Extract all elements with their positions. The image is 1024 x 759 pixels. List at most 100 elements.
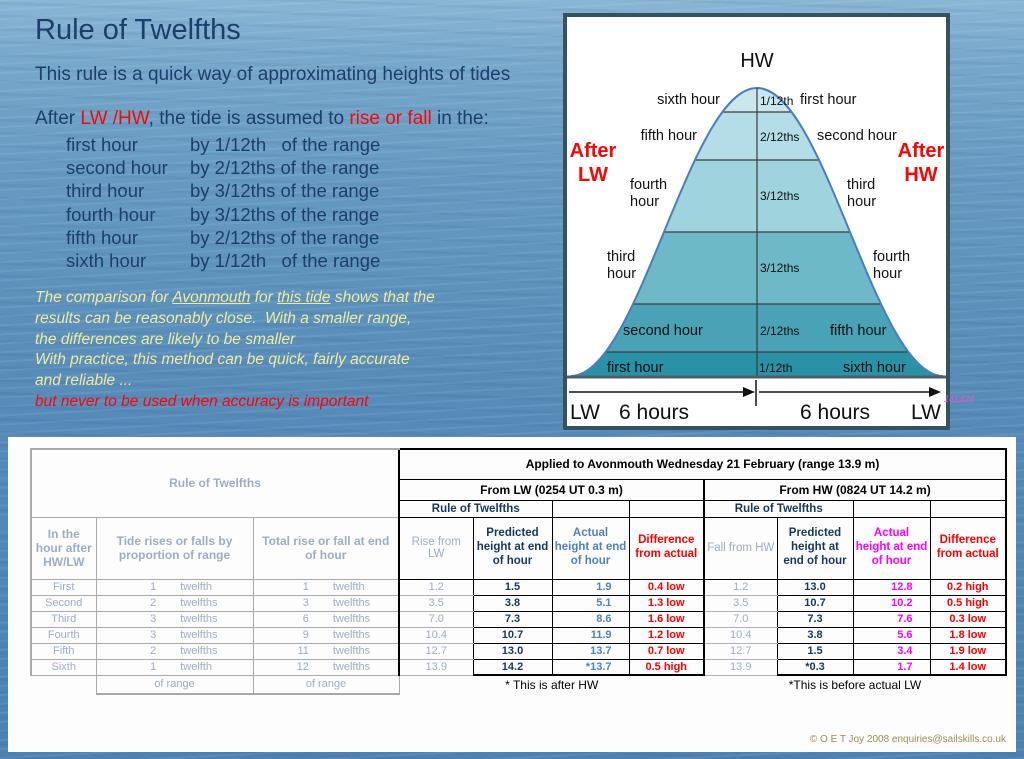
note-paragraph: The comparison for Avonmouth for this ti…: [35, 288, 435, 392]
hw-label: HW: [740, 50, 774, 72]
band-right-label: sixth hour: [843, 360, 906, 376]
col-header-rise-from-lw: Rise from LW: [398, 516, 474, 580]
hour-row: sixth hour by 1/12th of the range: [66, 249, 380, 272]
band-right-label: first hour: [800, 92, 857, 108]
cell-total: 3 twelfths: [252, 594, 400, 612]
intro-pre: After: [35, 108, 81, 129]
cell-actual-lw: 5.1: [551, 594, 630, 612]
axis-arrowhead-right: [929, 387, 941, 397]
prop-number: 1: [150, 581, 157, 593]
hour-row: fifth hour by 2/12ths of the range: [66, 226, 380, 249]
cell-predicted-lw: 7.3: [472, 610, 553, 628]
table-row: First 1 twelfth 1 twelfth 1.2 1.5 1.9 0.4 …: [30, 578, 1007, 596]
cell-actual-lw: 11.9: [551, 626, 630, 644]
band-fraction-label: 3/12ths: [760, 189, 800, 203]
from-hw-header: From HW (0824 UT 14.2 m): [703, 478, 1007, 501]
cell-fall-hw: 10.4: [703, 626, 778, 644]
cell-difference-hw: 1.8 low: [929, 626, 1007, 644]
prop-number: 2: [150, 645, 157, 657]
note-line: With practice, this method can be quick,…: [35, 351, 410, 369]
note-text: for: [250, 289, 278, 306]
note-line: results can be reasonably close. With a …: [35, 309, 412, 327]
empty-cell: [852, 499, 931, 518]
cell-actual-hw: 5.6: [852, 626, 931, 644]
note-line: and reliable ...: [35, 372, 133, 390]
cell-rise-lw: 3.5: [398, 594, 474, 612]
hour-row: second hour by 2/12ths of the range: [66, 156, 380, 179]
lw-rule-subheader: Rule of Twelfths: [398, 499, 553, 518]
total-unit: twelfths: [332, 661, 371, 673]
cell-proportion: 1 twelfth: [95, 578, 254, 596]
intro-post: in the:: [431, 108, 489, 129]
prop-number: 3: [150, 629, 157, 641]
hour-desc: by 2/12ths of the range: [190, 157, 380, 179]
cell-hour: Third: [30, 610, 97, 628]
left-table-title: Rule of Twelfths: [30, 448, 400, 518]
tide-curve-svg: [567, 86, 946, 406]
hour-label: second hour: [66, 157, 168, 179]
col-header-difference-lw: Difference from actual: [628, 516, 705, 580]
cell-difference-hw: 0.3 low: [929, 610, 1007, 628]
col-header-hour: In the hour after HW/LW: [30, 516, 97, 580]
after-lw-label: After LW: [567, 139, 619, 187]
cell-hour: First: [30, 578, 97, 596]
col-header-fall-from-hw: Fall from HW: [703, 516, 778, 580]
col-header-actual-hw: Actual height at end of hour: [852, 516, 931, 580]
cell-rise-lw: 12.7: [398, 642, 474, 660]
col-header-actual-lw: Actual height at end of hour: [551, 516, 630, 580]
total-unit: twelfths: [332, 597, 371, 609]
empty-cell: [929, 499, 1007, 518]
rule-of-twelfths-table: Rule of Twelfths Applied to Avonmouth We…: [30, 448, 1007, 695]
cell-proportion: 3 twelfths: [95, 626, 254, 644]
cell-actual-lw: 1.9: [551, 578, 630, 596]
total-number: 12: [296, 661, 309, 673]
cell-fall-hw: 12.7: [703, 642, 778, 660]
band-right-label: second hour: [817, 128, 897, 144]
of-range-cell: of range: [252, 674, 400, 695]
after-hw-label: After HW: [895, 139, 947, 187]
total-unit: twelfths: [332, 629, 371, 641]
table-row: Second 2 twelfths 3 twelfths 3.5 3.8 5.1 1…: [30, 594, 1007, 612]
axis-6hours-left-label: 6 hours: [619, 401, 690, 424]
of-range-cell: of range: [95, 674, 254, 695]
hour-desc: by 1/12th of the range: [190, 250, 381, 272]
cell-hour: Second: [30, 594, 97, 612]
prop-unit: twelfths: [180, 629, 218, 641]
band-right-label: fifth hour: [830, 323, 887, 339]
hour-row: third hour by 3/12ths of the range: [66, 179, 380, 202]
cell-total: 9 twelfths: [252, 626, 400, 644]
cell-difference-lw: 1.2 low: [628, 626, 705, 644]
after-lw-line1: After: [569, 140, 617, 162]
cell-predicted-lw: 1.5: [472, 578, 553, 596]
prop-number: 3: [150, 613, 157, 625]
cell-rise-lw: 7.0: [398, 610, 474, 628]
hours-list: first hour by 1/12th of the range second …: [66, 133, 380, 272]
cell-total: 6 twelfths: [252, 610, 400, 628]
hour-desc: by 1/12th of the range: [190, 134, 381, 155]
cell-predicted-lw: 10.7: [472, 626, 553, 644]
total-number: 1: [302, 581, 309, 593]
cell-predicted-hw: *0.3: [776, 658, 854, 676]
col-header-difference-hw: Difference from actual: [929, 516, 1007, 580]
band-right-label: third hour: [847, 177, 877, 211]
hour-label: fifth hour: [66, 226, 138, 248]
table-row: Sixth 1 twelfth 12 twelfths 13.9 14.2 *13.…: [30, 658, 1007, 676]
cell-fall-hw: 1.2: [703, 578, 778, 596]
axis-6hours-right-label: 6 hours: [800, 401, 871, 424]
hour-desc: by 2/12ths of the range: [190, 226, 380, 248]
cell-rise-lw: 13.9: [398, 658, 474, 676]
hour-label: sixth hour: [66, 250, 147, 272]
cell-predicted-lw: 14.2: [472, 658, 553, 676]
cell-hour: Sixth: [30, 658, 97, 676]
cell-difference-hw: 0.2 high: [929, 578, 1007, 596]
axis-lw-right-label: LW: [911, 401, 941, 424]
footnote-lw: * This is after HW: [505, 678, 599, 692]
slide-subtitle: This rule is a quick way of approximatin…: [35, 64, 511, 85]
hour-desc: by 3/12ths of the range: [190, 203, 380, 225]
band-fraction-label: 3/12ths: [760, 261, 800, 275]
copyright-credit: © O E T Joy 2008 enquiries@sailskills.co…: [809, 734, 1006, 745]
prop-unit: twelfth: [180, 661, 213, 673]
hour-label: third hour: [66, 180, 145, 202]
intro-line: After LW /HW, the tide is assumed to ris…: [35, 108, 489, 130]
band-left-label: second hour: [623, 323, 703, 339]
